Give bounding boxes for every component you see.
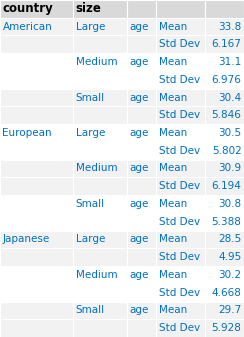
FancyBboxPatch shape bbox=[0, 124, 244, 142]
Text: 30.9: 30.9 bbox=[218, 163, 242, 174]
Text: Std Dev: Std Dev bbox=[159, 217, 200, 227]
Text: 29.7: 29.7 bbox=[218, 305, 242, 315]
FancyBboxPatch shape bbox=[0, 0, 244, 18]
Text: Small: Small bbox=[76, 93, 105, 102]
Text: age: age bbox=[129, 235, 149, 244]
Text: age: age bbox=[129, 199, 149, 209]
FancyBboxPatch shape bbox=[0, 71, 244, 89]
Text: Std Dev: Std Dev bbox=[159, 252, 200, 262]
FancyBboxPatch shape bbox=[0, 177, 244, 195]
FancyBboxPatch shape bbox=[0, 160, 244, 177]
Text: 6.976: 6.976 bbox=[212, 75, 242, 85]
Text: Large: Large bbox=[76, 235, 105, 244]
Text: Mean: Mean bbox=[159, 270, 187, 280]
Text: 31.1: 31.1 bbox=[218, 57, 242, 67]
Text: age: age bbox=[129, 163, 149, 174]
Text: 4.668: 4.668 bbox=[212, 288, 242, 298]
Text: Std Dev: Std Dev bbox=[159, 288, 200, 298]
Text: American: American bbox=[2, 22, 52, 32]
Text: 5.928: 5.928 bbox=[212, 323, 242, 333]
Text: Large: Large bbox=[76, 22, 105, 32]
Text: Japanese: Japanese bbox=[2, 235, 50, 244]
Text: Std Dev: Std Dev bbox=[159, 146, 200, 156]
Text: age: age bbox=[129, 128, 149, 138]
Text: Mean: Mean bbox=[159, 93, 187, 102]
FancyBboxPatch shape bbox=[0, 18, 244, 35]
Text: Small: Small bbox=[76, 199, 105, 209]
Text: Mean: Mean bbox=[159, 199, 187, 209]
FancyBboxPatch shape bbox=[0, 302, 244, 319]
Text: age: age bbox=[129, 305, 149, 315]
Text: European: European bbox=[2, 128, 52, 138]
Text: Medium: Medium bbox=[76, 57, 117, 67]
FancyBboxPatch shape bbox=[0, 248, 244, 266]
Text: Medium: Medium bbox=[76, 270, 117, 280]
Text: size: size bbox=[76, 2, 102, 16]
Text: 30.2: 30.2 bbox=[218, 270, 242, 280]
Text: age: age bbox=[129, 270, 149, 280]
FancyBboxPatch shape bbox=[0, 142, 244, 160]
Text: Std Dev: Std Dev bbox=[159, 181, 200, 191]
Text: Mean: Mean bbox=[159, 57, 187, 67]
Text: 30.5: 30.5 bbox=[218, 128, 242, 138]
FancyBboxPatch shape bbox=[0, 266, 244, 284]
Text: 28.5: 28.5 bbox=[218, 235, 242, 244]
Text: age: age bbox=[129, 93, 149, 102]
FancyBboxPatch shape bbox=[0, 195, 244, 213]
Text: age: age bbox=[129, 22, 149, 32]
Text: Mean: Mean bbox=[159, 163, 187, 174]
FancyBboxPatch shape bbox=[0, 53, 244, 71]
Text: Small: Small bbox=[76, 305, 105, 315]
Text: 6.167: 6.167 bbox=[212, 39, 242, 49]
Text: Std Dev: Std Dev bbox=[159, 110, 200, 120]
Text: Std Dev: Std Dev bbox=[159, 323, 200, 333]
FancyBboxPatch shape bbox=[0, 213, 244, 231]
Text: Mean: Mean bbox=[159, 22, 187, 32]
FancyBboxPatch shape bbox=[0, 284, 244, 302]
Text: Mean: Mean bbox=[159, 128, 187, 138]
Text: Std Dev: Std Dev bbox=[159, 75, 200, 85]
Text: 5.802: 5.802 bbox=[212, 146, 242, 156]
FancyBboxPatch shape bbox=[0, 231, 244, 248]
Text: 30.4: 30.4 bbox=[218, 93, 242, 102]
FancyBboxPatch shape bbox=[0, 35, 244, 53]
FancyBboxPatch shape bbox=[0, 319, 244, 337]
Text: Medium: Medium bbox=[76, 163, 117, 174]
FancyBboxPatch shape bbox=[0, 106, 244, 124]
Text: 6.194: 6.194 bbox=[212, 181, 242, 191]
Text: 30.8: 30.8 bbox=[218, 199, 242, 209]
Text: Mean: Mean bbox=[159, 305, 187, 315]
Text: 5.388: 5.388 bbox=[212, 217, 242, 227]
Text: age: age bbox=[129, 57, 149, 67]
Text: Std Dev: Std Dev bbox=[159, 39, 200, 49]
Text: Large: Large bbox=[76, 128, 105, 138]
FancyBboxPatch shape bbox=[0, 89, 244, 106]
Text: Mean: Mean bbox=[159, 235, 187, 244]
Text: 4.95: 4.95 bbox=[218, 252, 242, 262]
Text: 5.846: 5.846 bbox=[212, 110, 242, 120]
Text: country: country bbox=[2, 2, 53, 16]
Text: 33.8: 33.8 bbox=[218, 22, 242, 32]
